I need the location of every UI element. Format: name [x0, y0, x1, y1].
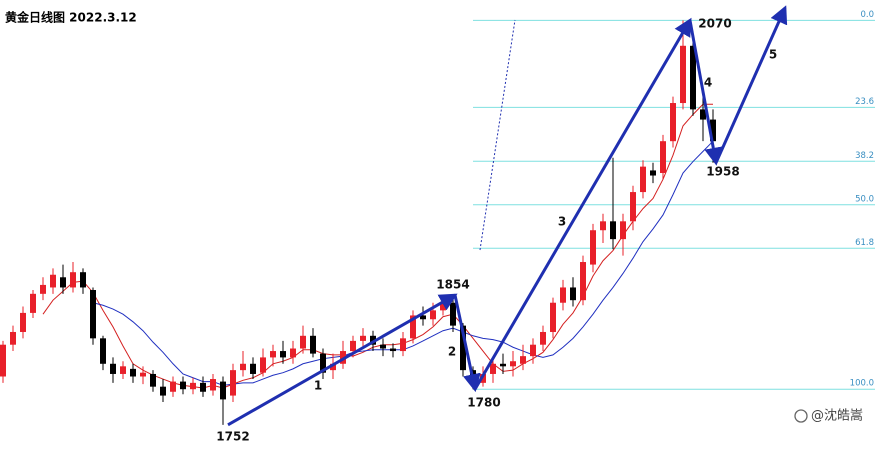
candle-body: [0, 344, 6, 377]
candle-body: [20, 312, 26, 332]
candle-body: [120, 366, 126, 374]
candle-body: [700, 109, 706, 120]
candle-body: [190, 382, 196, 390]
watermark-text: @沈皓嵩: [811, 409, 863, 424]
candle-body: [450, 302, 456, 326]
candle-body: [550, 302, 556, 332]
candle-body: [240, 363, 246, 371]
candle-body: [400, 338, 406, 352]
candle-body: [250, 363, 256, 374]
candle-body: [530, 344, 536, 357]
fib-label: 61.8: [855, 238, 874, 248]
watermark: @沈皓嵩: [794, 409, 863, 424]
price-label: 1854: [436, 278, 469, 292]
candle-body: [540, 331, 546, 345]
wave-arrow: [714, 5, 788, 164]
candle-body: [390, 348, 396, 352]
candle-body: [10, 331, 16, 345]
candle-body: [590, 230, 596, 265]
fib-label: 38.2: [855, 151, 874, 161]
candle-body: [460, 325, 466, 371]
wave-label: 4: [704, 76, 712, 90]
candle-body: [630, 192, 636, 222]
guide-line: [479, 19, 516, 251]
candle-body: [610, 221, 616, 240]
candle-body: [680, 45, 686, 104]
candle-body: [260, 357, 266, 373]
fib-label: 23.6: [855, 97, 874, 107]
price-label: 2070: [698, 17, 731, 31]
candle-body: [80, 272, 86, 288]
candle-body: [490, 363, 496, 374]
candle-body: [290, 348, 296, 358]
candle-body: [70, 272, 76, 288]
fib-label: 100.0: [850, 379, 874, 389]
candle-body: [600, 221, 606, 231]
wave-arrow: [688, 20, 723, 166]
candle-body: [180, 381, 186, 390]
wave-label: 2: [448, 345, 456, 359]
candle-body: [280, 351, 286, 358]
wave-label: 3: [558, 215, 566, 229]
candle-body: [560, 287, 566, 303]
candle-body: [520, 356, 526, 364]
candle-body: [140, 372, 146, 377]
candle-body: [660, 141, 666, 173]
candle-body: [300, 335, 306, 349]
candle-body: [110, 363, 116, 374]
wave-arrow: [473, 17, 692, 390]
candle-body: [50, 274, 56, 288]
candle-body: [40, 284, 46, 294]
candle-body: [230, 370, 236, 396]
price-label: 1958: [706, 165, 739, 179]
candle-body: [310, 335, 316, 354]
candle-body: [30, 293, 36, 313]
candle-body: [430, 310, 436, 320]
candle-body: [210, 379, 216, 391]
candle-body: [420, 315, 426, 320]
candle-body: [130, 368, 136, 377]
candle-body: [220, 381, 226, 400]
candle-body: [150, 373, 156, 387]
candle-body: [640, 166, 646, 193]
candle-body: [710, 119, 716, 142]
candle-body: [510, 361, 516, 367]
candle-body: [570, 287, 576, 301]
candle-body: [360, 335, 366, 341]
candle-body: [100, 338, 106, 364]
candle-body: [380, 344, 386, 349]
candle-body: [200, 382, 206, 392]
candle-body: [580, 262, 586, 301]
wave-label: 1: [314, 379, 322, 393]
candle-body: [620, 221, 626, 240]
candle-body: [650, 170, 656, 176]
wave-arrow: [453, 294, 481, 393]
candle-body: [410, 315, 416, 339]
chart-title: 黄金日线图 2022.3.12: [5, 10, 137, 25]
watermark-icon: [794, 409, 808, 423]
candle-body: [160, 386, 166, 396]
wave-label: 5: [769, 48, 777, 62]
candle-body: [60, 277, 66, 288]
candle-body: [270, 351, 276, 358]
candle-body: [350, 340, 356, 352]
candle-body: [670, 103, 676, 142]
candle-body: [500, 363, 506, 367]
candle-body: [170, 381, 176, 392]
candle-body: [690, 45, 696, 110]
fib-label: 0.0: [860, 10, 874, 20]
fib-label: 50.0: [855, 194, 874, 204]
price-label: 1752: [216, 430, 249, 444]
wave-arrow: [227, 293, 458, 427]
candle-body: [90, 290, 96, 339]
candle-body: [330, 363, 336, 371]
price-label: 1780: [467, 396, 500, 410]
candle-body: [320, 353, 326, 373]
